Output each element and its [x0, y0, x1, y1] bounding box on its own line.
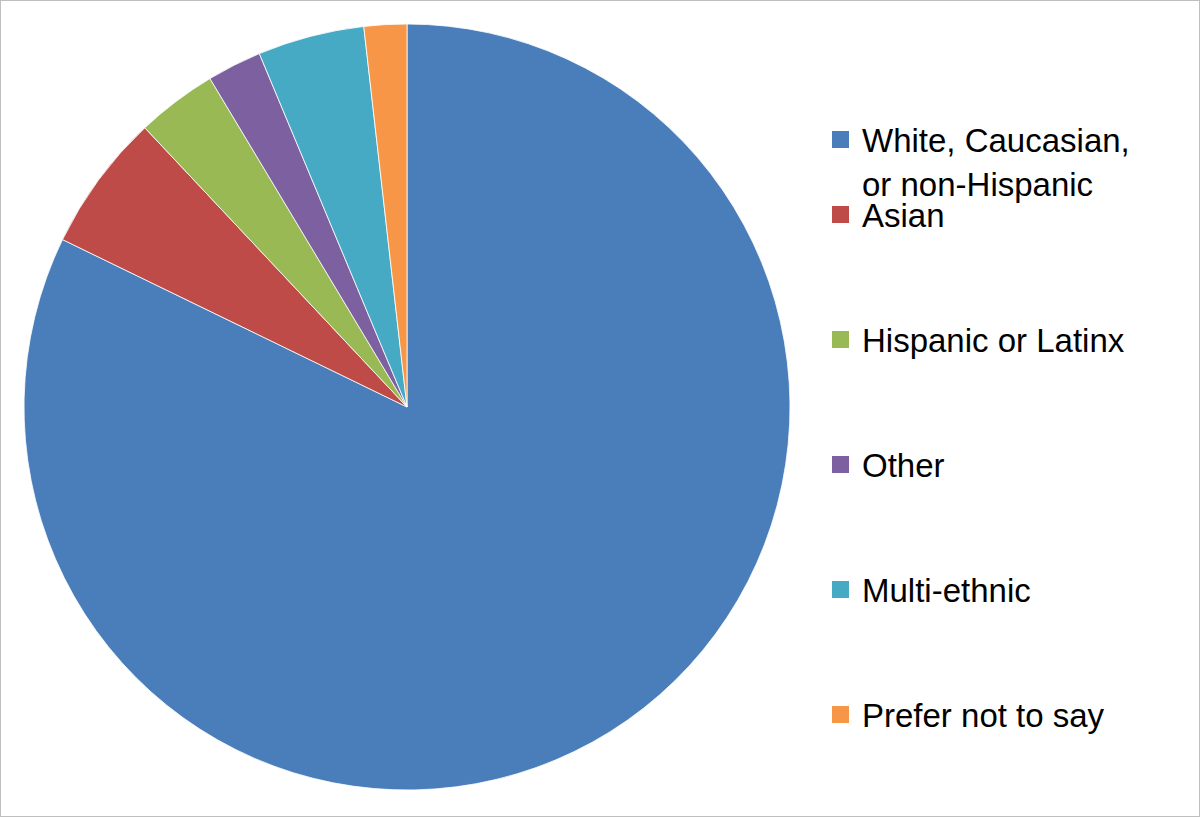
- legend-swatch: [832, 131, 849, 148]
- legend-label: Other: [862, 447, 945, 484]
- slice: [24, 24, 790, 790]
- legend: White, Caucasian,or non-HispanicAsian His…: [832, 122, 1130, 734]
- frame: [1, 1, 1200, 817]
- legend-label: White, Caucasian,or non-Hispanic: [862, 122, 1130, 203]
- legend-swatch: [832, 456, 849, 473]
- slice: [364, 24, 407, 407]
- legend-swatch: [832, 581, 849, 598]
- legend-label: Multi-ethnic: [862, 572, 1031, 609]
- legend-swatch: [832, 206, 849, 223]
- legend-swatch: [832, 706, 849, 723]
- legend-label: Prefer not to say: [862, 697, 1105, 734]
- legend-swatch: [832, 331, 849, 348]
- legend-label: Asian: [862, 197, 945, 234]
- chart: White, Caucasian,or non-HispanicAsian His…: [0, 0, 1200, 817]
- pie: [24, 24, 790, 790]
- legend-label: Hispanic or Latinx: [862, 322, 1125, 359]
